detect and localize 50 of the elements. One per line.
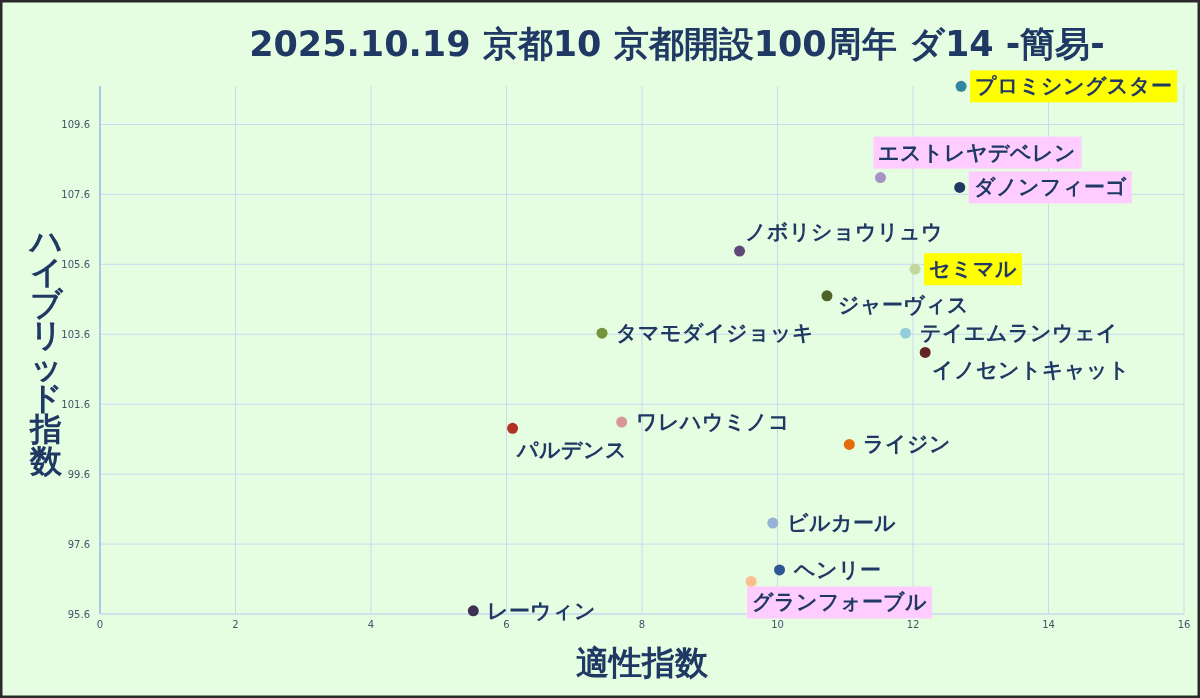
point <box>616 416 628 428</box>
point <box>919 346 931 358</box>
x-tick-label: 2 <box>232 619 239 630</box>
series-label: タマモダイジョッキ <box>616 321 815 346</box>
series-label: プロミシングスター <box>975 74 1173 99</box>
series-label: ヘンリー <box>792 557 881 582</box>
x-tick-label: 8 <box>638 619 646 630</box>
point <box>900 327 912 339</box>
point <box>745 575 757 587</box>
x-tick-label: 12 <box>906 619 920 630</box>
series-label: ノボリショウリュウ <box>744 220 943 245</box>
series-label: グランフォーブル <box>752 590 928 615</box>
y-tick-label: 103.6 <box>61 328 90 340</box>
point <box>821 290 833 302</box>
y-tick-label: 95.6 <box>67 608 90 620</box>
series-label: イノセントキャット <box>932 358 1131 383</box>
x-tick-label: 14 <box>1042 619 1055 630</box>
series-label: ダノンフィーゴ <box>973 175 1127 200</box>
point <box>843 438 855 450</box>
point <box>909 263 921 275</box>
x-tick-label: 6 <box>503 619 510 630</box>
point <box>874 172 886 184</box>
point <box>774 564 786 576</box>
point <box>467 605 479 617</box>
point <box>954 181 966 193</box>
x-tick-label: 4 <box>367 619 375 630</box>
point <box>955 80 967 92</box>
x-tick-label: 16 <box>1177 619 1191 630</box>
series-label: ビルカール <box>786 511 896 536</box>
y-tick-label: 97.6 <box>67 538 90 550</box>
series-label: パルデンス <box>515 438 627 463</box>
point <box>596 327 608 339</box>
y-tick-label: 107.6 <box>61 188 90 200</box>
series-label: テイエムランウェイ <box>919 321 1118 346</box>
series-label: ライジン <box>863 432 952 457</box>
series-label: エストレヤデベレン <box>878 140 1077 165</box>
x-tick-label: 10 <box>771 619 784 630</box>
point <box>767 517 779 529</box>
series-label: ワレハウミノコ <box>635 410 790 435</box>
series-label: セミマル <box>929 257 1018 282</box>
x-axis-title: 適性指数 <box>576 643 709 682</box>
x-tick-label: 0 <box>96 619 104 630</box>
y-tick-label: 99.6 <box>67 468 90 480</box>
y-tick-label: 101.6 <box>61 398 90 410</box>
y-tick-label: 109.6 <box>61 118 90 130</box>
series-label: ジャーヴィス <box>837 292 969 317</box>
chart-title: 2025.10.19 京都10 京都開設100周年 ダ14 -簡易- <box>249 24 1105 64</box>
point <box>734 245 746 257</box>
y-tick-label: 105.6 <box>61 258 90 270</box>
point <box>507 422 519 434</box>
